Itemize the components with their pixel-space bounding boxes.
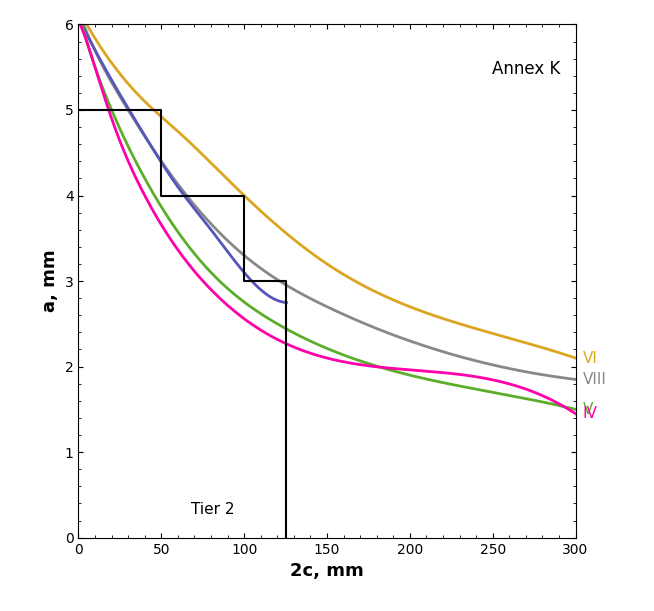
Text: VI: VI <box>583 351 597 365</box>
Text: VIII: VIII <box>583 372 606 387</box>
Y-axis label: a, mm: a, mm <box>41 250 60 312</box>
Text: Annex K: Annex K <box>492 60 560 78</box>
Text: V: V <box>583 402 593 417</box>
Text: IV: IV <box>583 406 597 421</box>
X-axis label: 2c, mm: 2c, mm <box>290 562 364 580</box>
Text: Tier 2: Tier 2 <box>191 502 235 517</box>
